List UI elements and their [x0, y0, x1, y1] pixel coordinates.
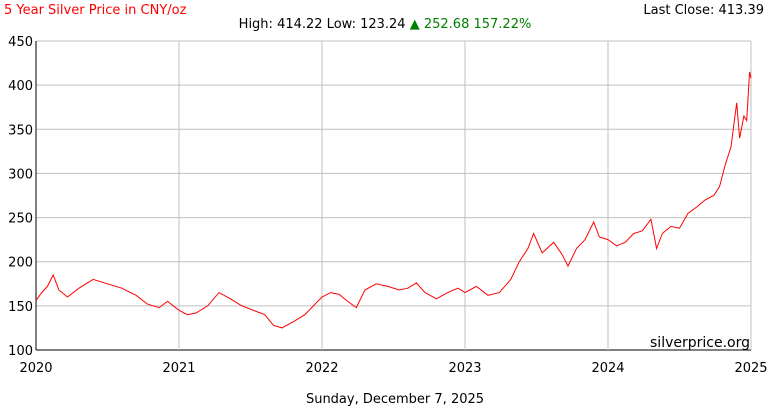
x-tick-label: 2022 — [305, 361, 338, 376]
watermark: silverprice.org — [650, 335, 750, 351]
chart-title: 5 Year Silver Price in CNY/oz — [4, 3, 187, 18]
y-axis-ticks: 100 150 200 250 300 350 400 450 — [8, 35, 33, 359]
x-tick-label: 2025 — [734, 361, 767, 376]
y-tick-label: 150 — [8, 300, 33, 315]
y-tick-label: 300 — [8, 167, 33, 182]
grid — [35, 40, 752, 351]
x-tick-label: 2020 — [19, 361, 52, 376]
y-tick-label: 100 — [8, 344, 33, 359]
x-tick-label: 2024 — [591, 361, 624, 376]
y-tick-label: 400 — [8, 79, 33, 94]
high-low: High: 414.22 Low: 123.24 — [238, 17, 406, 32]
change-arrow-icon: ▲ — [409, 17, 420, 32]
x-axis-ticks: 2020 2021 2022 2023 2024 2025 — [19, 361, 767, 376]
y-tick-label: 250 — [8, 212, 33, 227]
price-change: 252.68 157.22% — [423, 17, 532, 32]
chart-date: Sunday, December 7, 2025 — [305, 392, 485, 407]
last-close: Last Close: 413.39 — [643, 3, 764, 18]
x-tick-label: 2021 — [162, 361, 195, 376]
y-tick-label: 200 — [8, 256, 33, 271]
y-tick-label: 450 — [8, 35, 33, 50]
price-stats: High: 414.22 Low: 123.24 ▲ 252.68 157.22… — [0, 17, 770, 32]
y-tick-label: 350 — [8, 123, 33, 138]
x-tick-label: 2023 — [448, 361, 481, 376]
silver-price-line — [35, 71, 752, 329]
